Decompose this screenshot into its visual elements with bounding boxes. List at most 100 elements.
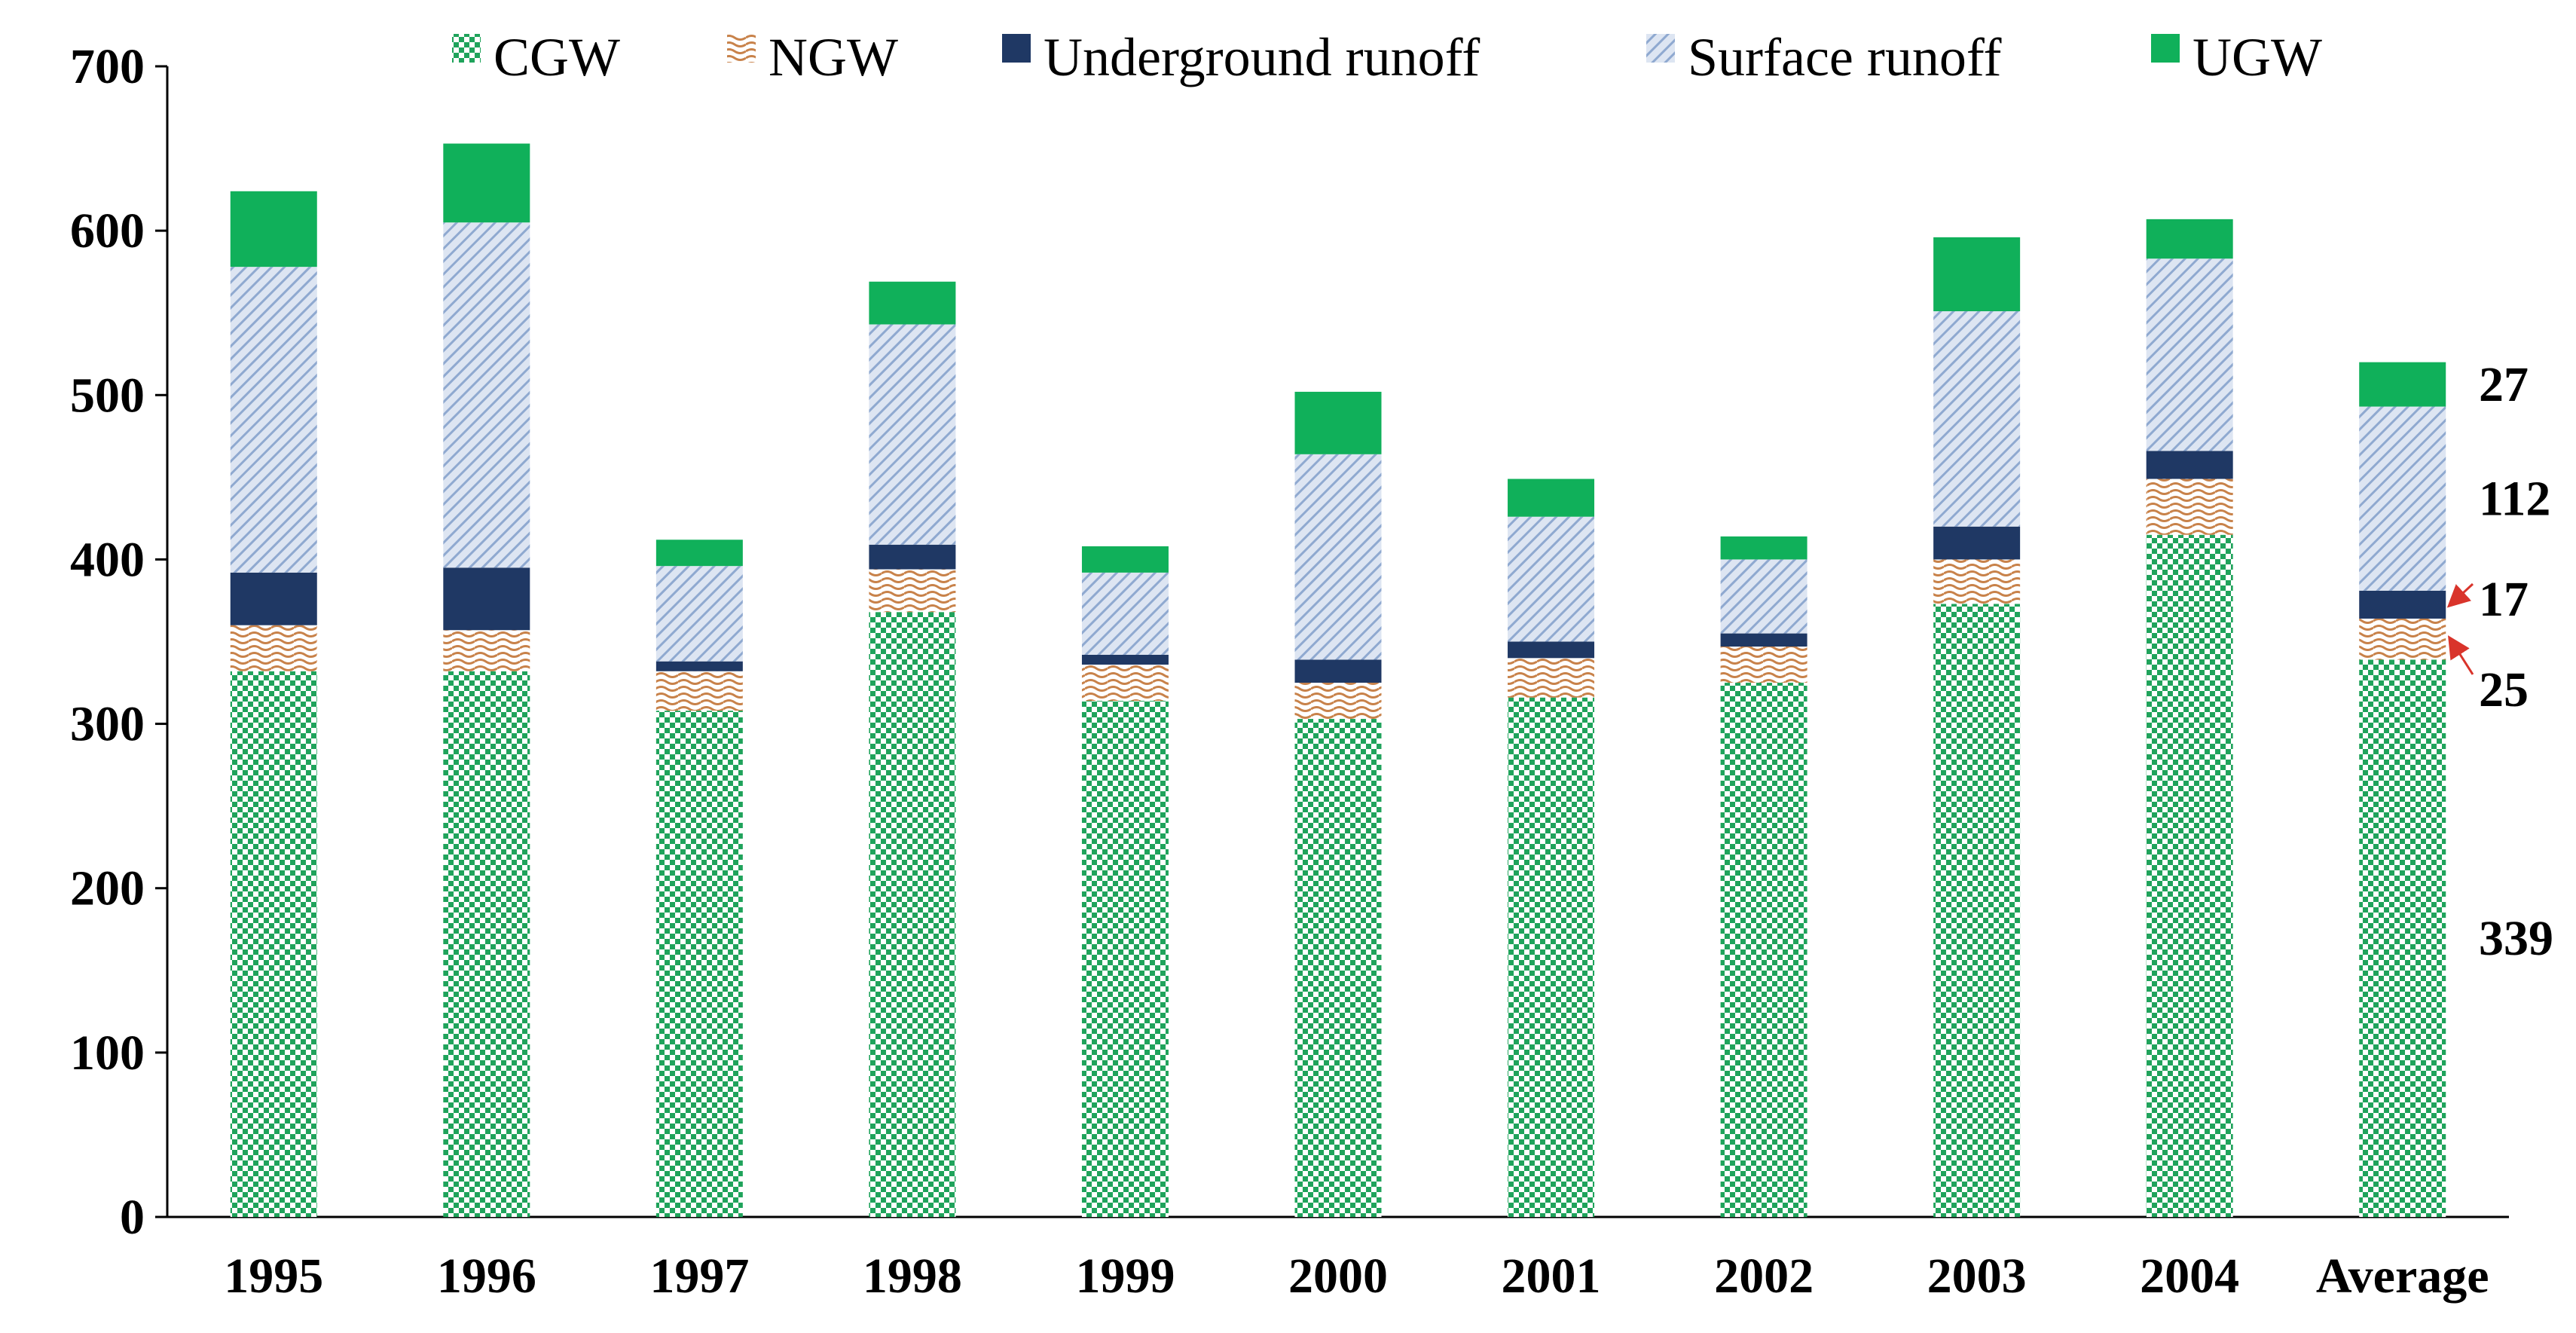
annotation-ngw: 25	[2448, 635, 2529, 717]
legend-label: Underground runoff	[1044, 27, 1480, 87]
bar-segment-underground-runoff	[443, 567, 530, 631]
bar-segment-ugw	[869, 281, 956, 325]
bar-stack-2002	[1720, 536, 1807, 1217]
bar-segment-ugw	[2146, 219, 2233, 259]
bar-segment-underground-runoff	[655, 661, 743, 671]
annotations: 27 112 17 25 339	[2446, 357, 2553, 966]
legend-label: Surface runoff	[1688, 27, 2002, 87]
annotation-label: 25	[2479, 662, 2529, 717]
bar-segment-cgw	[869, 612, 956, 1217]
bar-segment-ugw	[1933, 237, 2021, 312]
x-axis: 1995 1996 1997 1998 1999 2000 2001 2002 2003 2004…	[167, 1215, 2509, 1304]
bar-segment-ugw	[1508, 478, 1595, 517]
x-tick-label: 1997	[649, 1249, 749, 1304]
bar-segment-ugw	[443, 143, 530, 223]
y-tick-label: 400	[70, 532, 145, 587]
annotation-arrow	[2448, 635, 2474, 675]
bar-segment-cgw	[1294, 719, 1382, 1217]
bar-segment-cgw	[1720, 683, 1807, 1217]
bar-segment-cgw	[1081, 701, 1169, 1217]
bar-stack-1996	[443, 143, 530, 1217]
legend-label: CGW	[494, 27, 620, 87]
legend-label: NGW	[769, 27, 898, 87]
bar-segment-surface-runoff	[230, 267, 317, 573]
bar-segment-cgw	[655, 711, 743, 1217]
bar-segment-underground-runoff	[2146, 451, 2233, 479]
bar-segment-ngw	[1508, 658, 1595, 698]
bars	[230, 143, 2446, 1217]
x-tick-label: 2003	[1927, 1249, 2027, 1304]
annotation-label: 339	[2479, 911, 2553, 966]
bar-segment-surface-runoff	[2359, 406, 2446, 591]
bar-segment-ngw	[869, 569, 956, 613]
bar-segment-ngw	[655, 671, 743, 711]
x-tick-label: 2002	[1714, 1249, 1814, 1304]
bar-stack-2001	[1508, 478, 1595, 1217]
bar-stack-2003	[1933, 237, 2021, 1217]
bar-stack-1998	[869, 281, 956, 1217]
bar-segment-ugw	[2359, 362, 2446, 407]
legend-item-underground-runoff: Underground runoff	[1002, 27, 1480, 87]
legend-item-ugw: UGW	[2151, 27, 2322, 87]
bar-segment-cgw	[1933, 604, 2021, 1217]
bar-segment-surface-runoff	[869, 324, 956, 545]
bar-segment-ngw	[1720, 647, 1807, 683]
x-tick-label: 2001	[1502, 1249, 1601, 1304]
bar-segment-underground-runoff	[2359, 590, 2446, 619]
annotation-surface-runoff: 112	[2479, 472, 2550, 527]
bar-segment-underground-runoff	[1081, 654, 1169, 665]
bar-stack-2000	[1294, 391, 1382, 1217]
bar-segment-ngw	[2146, 478, 2233, 535]
bar-segment-surface-runoff	[2146, 258, 2233, 451]
bar-segment-ugw	[1720, 536, 1807, 560]
bar-segment-surface-runoff	[1508, 516, 1595, 642]
y-axis: 0 100 200 300 400 500 600 700	[70, 39, 169, 1245]
bar-segment-underground-runoff	[230, 572, 317, 625]
legend-item-cgw: CGW	[452, 27, 620, 87]
x-tick-label: 2000	[1288, 1249, 1388, 1304]
y-tick-label: 500	[70, 368, 145, 423]
bar-segment-surface-runoff	[443, 222, 530, 568]
y-tick-label: 600	[70, 203, 145, 258]
x-tick-label: 1998	[863, 1249, 962, 1304]
bar-segment-cgw	[2146, 534, 2233, 1217]
bar-segment-ugw	[230, 191, 317, 268]
annotation-label: 17	[2479, 572, 2529, 627]
legend-swatch	[1002, 34, 1031, 63]
bar-segment-surface-runoff	[1081, 572, 1169, 655]
bar-segment-surface-runoff	[655, 566, 743, 662]
annotation-underground-runoff: 17	[2446, 572, 2529, 627]
legend-item-surface-runoff: Surface runoff	[1646, 27, 2002, 87]
bar-segment-underground-runoff	[1933, 526, 2021, 560]
bar-segment-ugw	[655, 540, 743, 567]
x-tick-label: Average	[2316, 1249, 2489, 1304]
legend-swatch	[2151, 34, 2180, 63]
bar-stack-average	[2359, 362, 2446, 1217]
x-tick-label: 2004	[2140, 1249, 2239, 1304]
y-tick-label: 300	[70, 697, 145, 752]
annotation-cgw: 339	[2479, 911, 2553, 966]
legend-swatch	[452, 34, 481, 63]
bar-segment-cgw	[1508, 697, 1595, 1217]
bar-segment-surface-runoff	[1294, 454, 1382, 660]
bar-segment-ugw	[1081, 546, 1169, 573]
bar-segment-ngw	[2359, 618, 2446, 660]
annotation-ugw: 27	[2479, 357, 2529, 412]
bar-segment-ngw	[1081, 665, 1169, 702]
bar-segment-ugw	[1294, 391, 1382, 454]
bar-segment-cgw	[230, 671, 317, 1217]
bar-segment-underground-runoff	[869, 544, 956, 570]
legend-swatch	[727, 34, 756, 63]
bar-segment-ngw	[443, 630, 530, 671]
bar-segment-underground-runoff	[1720, 633, 1807, 647]
bar-segment-ngw	[1294, 683, 1382, 720]
legend: CGW NGW Underground runoff Surface runoff UG…	[452, 27, 2322, 87]
legend-item-ngw: NGW	[727, 27, 898, 87]
bar-stack-1997	[655, 540, 743, 1217]
bar-stack-1999	[1081, 546, 1169, 1217]
x-tick-label: 1999	[1075, 1249, 1175, 1304]
bar-segment-underground-runoff	[1508, 641, 1595, 659]
y-tick-label: 700	[70, 39, 145, 94]
